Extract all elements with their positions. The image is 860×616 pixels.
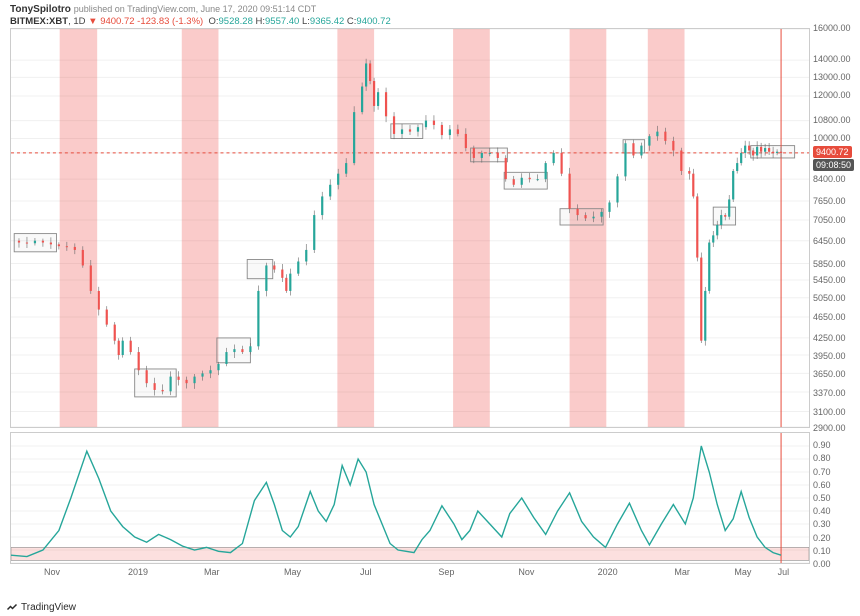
time-tick: Nov (518, 567, 534, 577)
price-tick: 4250.00 (813, 333, 846, 343)
tradingview-logo: TradingView (6, 601, 76, 613)
price-tick: 7050.00 (813, 215, 846, 225)
time-tick: Jul (360, 567, 372, 577)
ohlc-readout: BITMEX:XBT, 1D ▼ 9400.72 -123.83 (-1.3%)… (10, 16, 391, 27)
open-value: 9528.28 (219, 16, 253, 27)
price-series (11, 29, 809, 427)
indicator-tick: 0.80 (813, 453, 831, 463)
price-chart[interactable] (10, 28, 810, 428)
price-tick: 12000.00 (813, 90, 851, 100)
price-tick: 3100.00 (813, 407, 846, 417)
publish-info: TonySpilotro published on TradingView.co… (10, 4, 316, 15)
price-tick: 7650.00 (813, 196, 846, 206)
price-tick: 8400.00 (813, 174, 846, 184)
publish-meta: published on TradingView.com, June 17, 2… (74, 4, 317, 14)
price-tick: 6450.00 (813, 236, 846, 246)
price-tick: 10800.00 (813, 115, 851, 125)
indicator-tick: 0.60 (813, 480, 831, 490)
indicator-series (11, 433, 809, 563)
high-value: 9557.40 (265, 16, 299, 27)
price-tick: 14000.00 (813, 54, 851, 64)
price-tick: 5450.00 (813, 275, 846, 285)
time-tick: Sep (438, 567, 454, 577)
low-value: 9365.42 (310, 16, 344, 27)
indicator-axis: 0.900.800.700.600.500.400.300.200.100.00 (813, 432, 857, 564)
chart-icon (6, 601, 18, 613)
price-tick: 10000.00 (813, 133, 851, 143)
author-name: TonySpilotro (10, 4, 71, 15)
time-tick: May (284, 567, 301, 577)
indicator-tick: 0.20 (813, 533, 831, 543)
time-tick: Jul (778, 567, 790, 577)
time-tick: Nov (44, 567, 60, 577)
time-tick: 2019 (128, 567, 148, 577)
close-value: 9400.72 (356, 16, 390, 27)
logo-text: TradingView (21, 602, 76, 613)
indicator-tick: 0.30 (813, 519, 831, 529)
bar-countdown-tag: 09:08:50 (813, 159, 854, 171)
change-abs: -123.83 (137, 16, 169, 27)
change-pct: (-1.3%) (172, 16, 203, 27)
indicator-tick: 0.50 (813, 493, 831, 503)
price-tick: 3950.00 (813, 351, 846, 361)
time-tick: Mar (204, 567, 220, 577)
price-tick: 3370.00 (813, 388, 846, 398)
time-tick: Mar (674, 567, 690, 577)
price-tick: 5850.00 (813, 259, 846, 269)
indicator-tick: 0.00 (813, 559, 831, 569)
symbol-label: BITMEX:XBT (10, 16, 68, 27)
price-tick: 4650.00 (813, 312, 846, 322)
timeframe-label: 1D (73, 16, 85, 27)
indicator-chart[interactable] (10, 432, 810, 564)
price-tick: 3650.00 (813, 369, 846, 379)
price-tick: 13000.00 (813, 72, 851, 82)
time-tick: 2020 (598, 567, 618, 577)
time-axis: Nov 2019 Mar May Jul Sep Nov 2020 Mar May Jul (10, 567, 810, 582)
price-axis: 16000.0014000.0013000.0012000.0010800.00… (813, 28, 857, 428)
indicator-tick: 0.90 (813, 440, 831, 450)
price-tick: 5050.00 (813, 293, 846, 303)
indicator-tick: 0.10 (813, 546, 831, 556)
last-price-tag: 9400.72 (813, 146, 852, 158)
indicator-tick: 0.40 (813, 506, 831, 516)
last-price: 9400.72 (100, 16, 134, 27)
time-tick: May (734, 567, 751, 577)
indicator-tick: 0.70 (813, 467, 831, 477)
price-tick: 16000.00 (813, 23, 851, 33)
